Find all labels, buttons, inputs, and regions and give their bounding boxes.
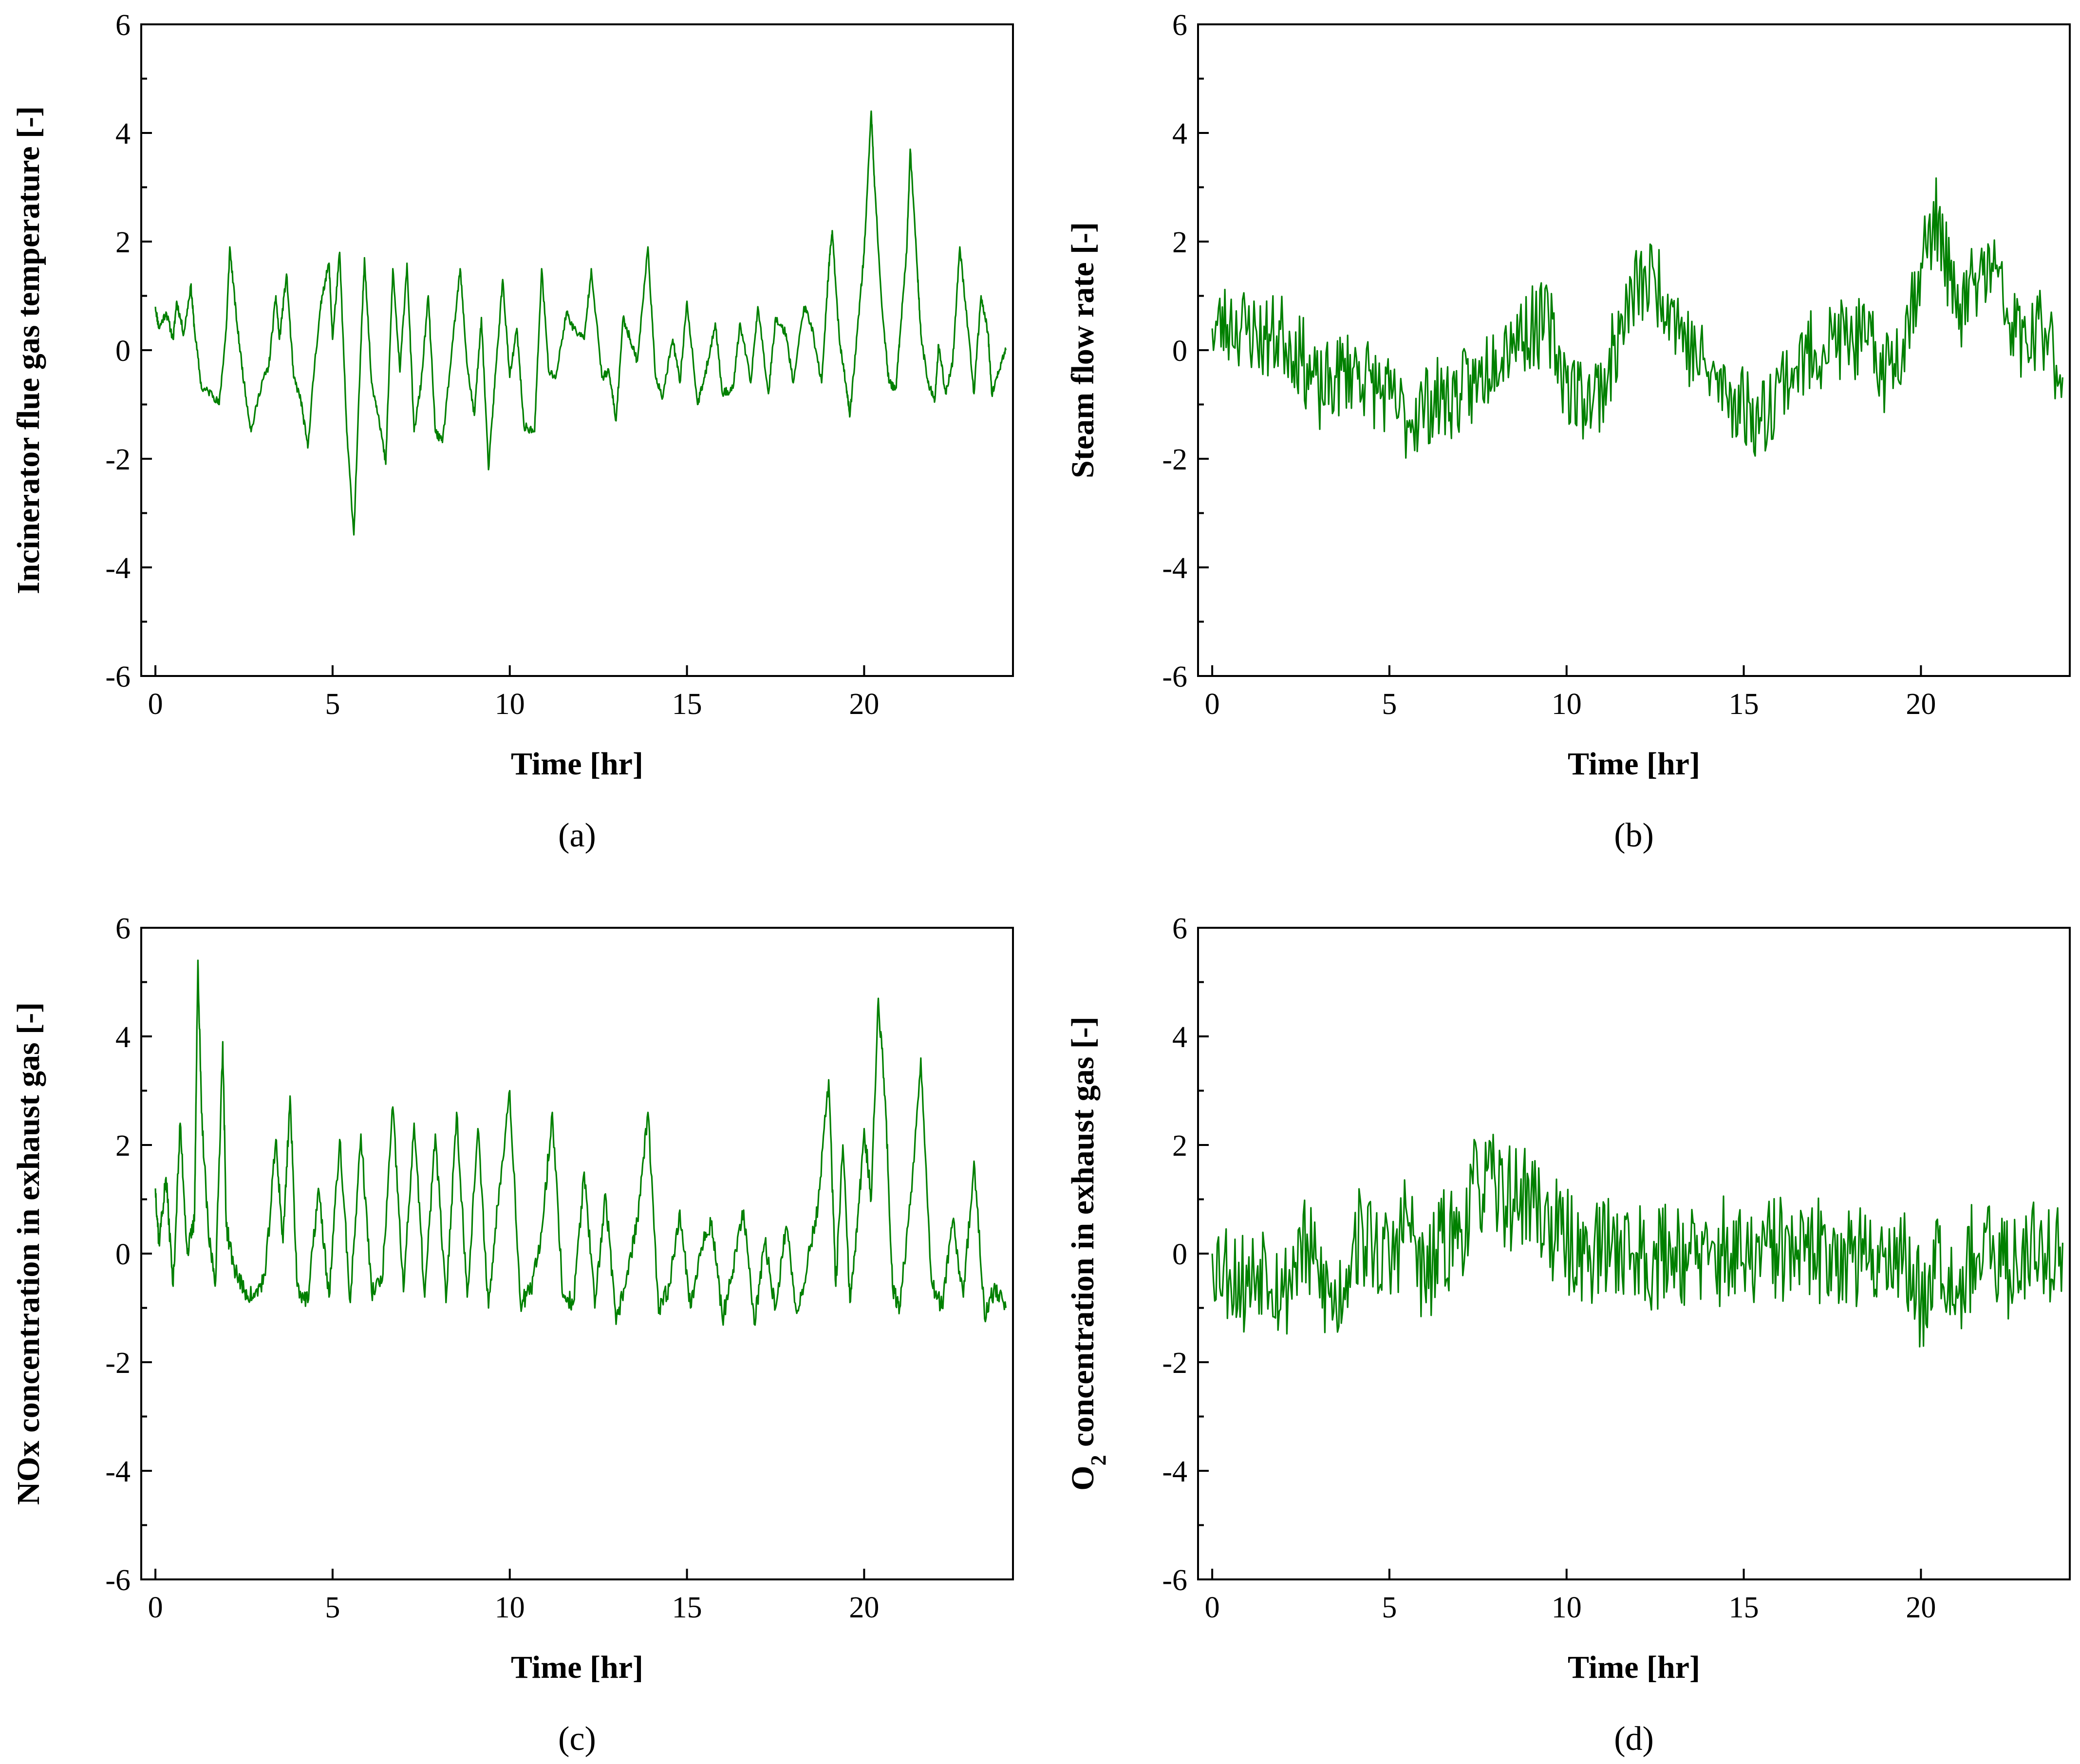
panel-d-y-axis-label-subscript: 2: [1087, 1455, 1110, 1465]
panel-d-ticks: 0 5 10 15 20 -6 -4 -2 0 2 4 6: [1162, 912, 1936, 1624]
panel-b-x-tick-label: 5: [1382, 688, 1397, 721]
panel-d-y-axis-label: O2 concentration in exhaust gas [-]: [1065, 1016, 1110, 1490]
panel-a-x-tick-label: 5: [325, 688, 340, 721]
panel-b-y-tick-label: 0: [1172, 335, 1187, 368]
panel-a-x-axis-label: Time [hr]: [511, 746, 643, 782]
panel-d-y-tick-label: -4: [1162, 1455, 1187, 1488]
panel-a-x-tick-label: 0: [148, 688, 163, 721]
panel-c-y-tick-label: 0: [115, 1238, 131, 1271]
panel-a-y-tick-label: 6: [115, 9, 131, 42]
panel-a-series-line: [154, 110, 1007, 536]
panel-a-ticks: 0 5 10 15 20 -6 -4 -2 0 2 4 6: [105, 9, 879, 721]
panel-d-y-tick-label: -6: [1162, 1564, 1187, 1597]
panel-b-x-tick-label: 0: [1205, 688, 1220, 721]
panel-d-series-line: [1211, 1133, 2063, 1348]
panel-a-y-tick-label: 2: [115, 226, 131, 259]
panel-d-caption: (d): [1614, 1720, 1654, 1758]
panel-b-y-tick-label: -4: [1162, 552, 1187, 585]
panel-c-x-axis-label: Time [hr]: [511, 1650, 643, 1685]
panel-b-y-tick-label: -2: [1162, 443, 1187, 476]
panel-a-y-tick-label: -6: [105, 660, 131, 694]
panel-b-x-tick-label: 15: [1729, 688, 1759, 721]
panel-b-y-tick-label: 6: [1172, 9, 1187, 42]
panel-b-y-tick-label: 2: [1172, 226, 1187, 259]
panel-b-series-line: [1211, 177, 2063, 459]
panel-a-y-axis-label: Incinerator flue gas temperature [-]: [11, 106, 46, 594]
panel-d-x-axis-label: Time [hr]: [1568, 1650, 1700, 1685]
panel-a-y-tick-label: -4: [105, 552, 131, 585]
panel-d-x-tick-label: 20: [1906, 1591, 1936, 1624]
panel-b-y-tick-label: 4: [1172, 117, 1187, 150]
panel-c-x-tick-label: 15: [672, 1591, 702, 1624]
panel-a-y-tick-label: -2: [105, 443, 131, 476]
panel-c-y-axis-label: NOx concentration in exhaust gas [-]: [11, 1002, 46, 1505]
panel-d-y-tick-label: 0: [1172, 1238, 1187, 1271]
panel-d-y-axis-label-o: O: [1065, 1465, 1101, 1490]
panel-b: 0 5 10 15 20 -6 -4 -2 0 2 4 6 Time [hr] Steam flow …: [1065, 9, 2071, 854]
panel-c-y-tick-label: -2: [105, 1347, 131, 1380]
panel-d-y-tick-label: 4: [1172, 1021, 1187, 1054]
panel-c-y-tick-label: 6: [115, 912, 131, 945]
panel-d-y-tick-label: 2: [1172, 1129, 1187, 1163]
panel-d-x-tick-label: 15: [1729, 1591, 1759, 1624]
panel-c-y-tick-label: -4: [105, 1455, 131, 1488]
panel-c-ticks: 0 5 10 15 20 -6 -4 -2 0 2 4 6: [105, 912, 879, 1624]
panel-a-y-tick-label: 4: [115, 117, 131, 150]
panel-c-caption: (c): [558, 1720, 596, 1758]
panel-b-x-tick-label: 20: [1906, 688, 1936, 721]
panel-d-x-tick-label: 5: [1382, 1591, 1397, 1624]
panel-c-x-tick-label: 0: [148, 1591, 163, 1624]
panel-c-y-tick-label: -6: [105, 1564, 131, 1597]
panel-d-y-tick-label: -2: [1162, 1347, 1187, 1380]
panel-a-x-tick-label: 10: [495, 688, 525, 721]
panel-b-y-tick-label: -6: [1162, 660, 1187, 694]
panel-d-x-tick-label: 0: [1205, 1591, 1220, 1624]
panel-c-series-line: [154, 959, 1007, 1326]
panel-a-x-tick-label: 20: [849, 688, 879, 721]
panel-c-x-tick-label: 10: [495, 1591, 525, 1624]
panel-b-x-axis-label: Time [hr]: [1568, 746, 1700, 782]
panel-c: 0 5 10 15 20 -6 -4 -2 0 2 4 6 Time [hr] NOx concent…: [11, 912, 1014, 1758]
panel-c-y-tick-label: 2: [115, 1129, 131, 1163]
panel-a-x-tick-label: 15: [672, 688, 702, 721]
panel-b-ticks: 0 5 10 15 20 -6 -4 -2 0 2 4 6: [1162, 9, 1936, 721]
panel-a-caption: (a): [558, 817, 596, 854]
panel-a-y-tick-label: 0: [115, 335, 131, 368]
panel-a: 0 5 10 15 20 -6 -4 -2 0 2 4 6 Time [hr] Incinerator…: [11, 9, 1014, 854]
panel-a-plot-area: [140, 23, 1014, 677]
panel-d-x-tick-label: 10: [1552, 1591, 1582, 1624]
panel-b-x-tick-label: 10: [1552, 688, 1582, 721]
panel-c-x-tick-label: 20: [849, 1591, 879, 1624]
panel-b-y-axis-label: Steam flow rate [-]: [1065, 222, 1101, 478]
panel-d-y-axis-label-rest: concentration in exhaust gas [-]: [1065, 1016, 1101, 1455]
panel-c-x-tick-label: 5: [325, 1591, 340, 1624]
panel-b-plot-area: [1197, 23, 2071, 677]
panel-c-y-tick-label: 4: [115, 1021, 131, 1054]
panel-d-y-tick-label: 6: [1172, 912, 1187, 945]
panel-b-caption: (b): [1614, 817, 1654, 854]
